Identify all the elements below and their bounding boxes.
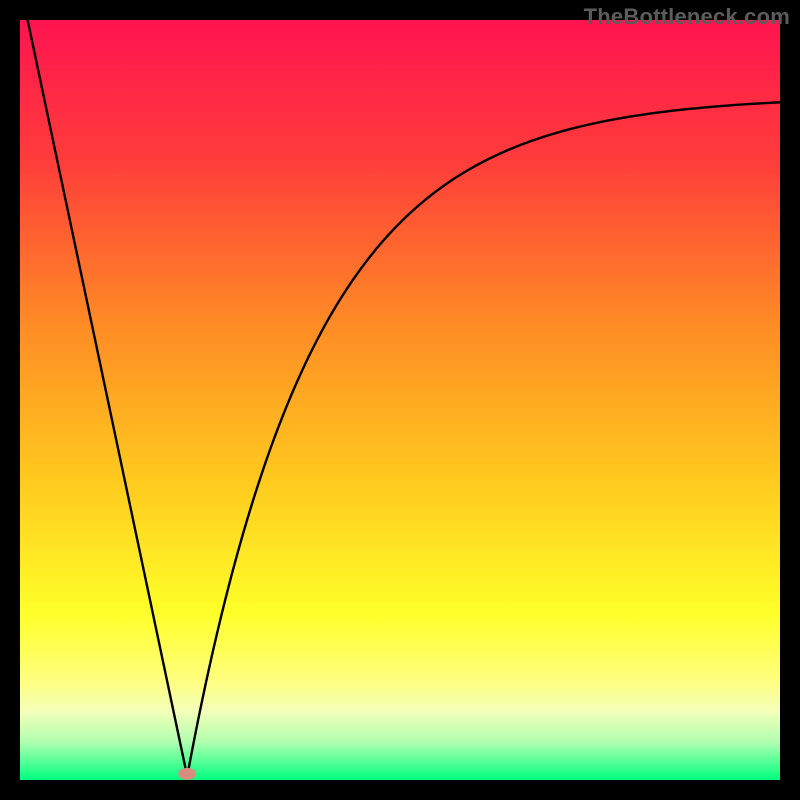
chart-root: TheBottleneck.com (0, 0, 800, 800)
plot-background (20, 20, 780, 780)
optimum-marker (178, 768, 196, 780)
chart-svg (0, 0, 800, 800)
